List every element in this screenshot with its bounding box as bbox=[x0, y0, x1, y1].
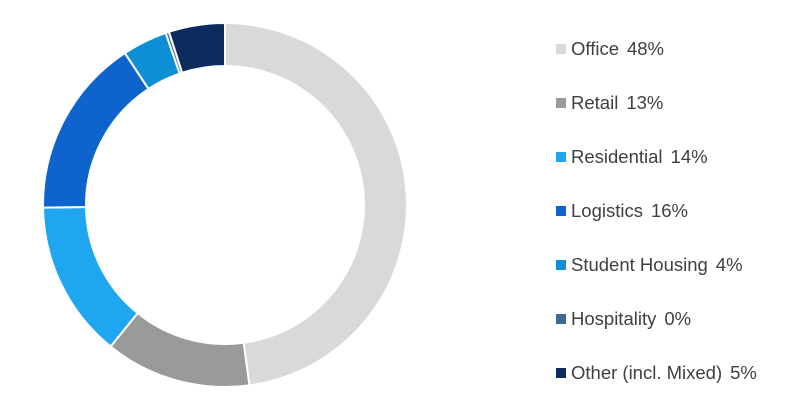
legend-swatch bbox=[556, 368, 566, 378]
slice-residential bbox=[42, 205, 139, 348]
legend-value: 14% bbox=[670, 146, 708, 167]
donut-chart bbox=[42, 22, 408, 388]
slice-other-incl-mixed bbox=[167, 22, 226, 74]
legend-swatch bbox=[556, 206, 566, 216]
legend-label: Student Housing bbox=[571, 254, 708, 275]
legend-swatch bbox=[556, 98, 566, 108]
legend-item-student-housing: Student Housing 4% bbox=[556, 250, 757, 280]
chart-legend: Office 48% Retail 13% Residential 14% Logistic… bbox=[556, 34, 757, 412]
legend-swatch bbox=[556, 314, 566, 324]
legend-text: Residential 14% bbox=[571, 146, 708, 168]
legend-label: Office bbox=[571, 38, 619, 59]
legend-label: Residential bbox=[571, 146, 663, 167]
legend-value: 48% bbox=[626, 38, 665, 59]
legend-item-logistics: Logistics 16% bbox=[556, 196, 757, 226]
legend-text: Retail 13% bbox=[571, 92, 663, 114]
legend-label: Retail bbox=[571, 92, 619, 113]
legend-item-other-incl-mixed: Other (incl. Mixed) 5% bbox=[556, 358, 757, 388]
slice-office bbox=[224, 22, 408, 387]
legend-item-office: Office 48% bbox=[556, 34, 757, 64]
legend-text: Logistics 16% bbox=[571, 200, 688, 222]
legend-text: Hospitality 0% bbox=[571, 308, 691, 330]
legend-label: Other (incl. Mixed) bbox=[571, 362, 723, 383]
legend-value: 16% bbox=[650, 200, 689, 221]
donut-slices bbox=[42, 22, 408, 388]
legend-value: 13% bbox=[626, 92, 664, 113]
legend-value: 5% bbox=[730, 362, 757, 383]
legend-swatch bbox=[556, 44, 566, 54]
legend-swatch bbox=[556, 260, 566, 270]
legend-text: Office 48% bbox=[571, 38, 664, 60]
legend-label: Logistics bbox=[571, 200, 643, 221]
legend-label: Hospitality bbox=[571, 308, 657, 329]
legend-item-retail: Retail 13% bbox=[556, 88, 757, 118]
legend-item-hospitality: Hospitality 0% bbox=[556, 304, 757, 334]
legend-item-residential: Residential 14% bbox=[556, 142, 757, 172]
legend-text: Student Housing 4% bbox=[571, 254, 743, 276]
legend-value: 4% bbox=[715, 254, 743, 275]
legend-swatch bbox=[556, 152, 566, 162]
legend-text: Other (incl. Mixed) 5% bbox=[571, 362, 757, 384]
slice-retail bbox=[109, 312, 251, 388]
legend-value: 0% bbox=[664, 308, 692, 329]
slice-logistics bbox=[42, 52, 150, 209]
